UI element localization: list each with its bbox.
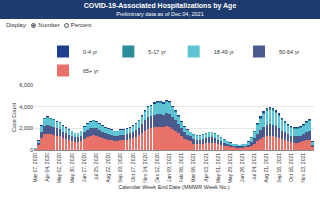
svg-text:Oct 16, 2021: Oct 16, 2021 xyxy=(288,153,294,182)
html-text:Number: Number xyxy=(38,22,60,28)
svg-text:Calendar Week End Date (MMWR W: Calendar Week End Date (MMWR Week No.) xyxy=(118,184,230,190)
html-text:COVID-19-Associated Hospitaliz: COVID-19-Associated Hospitalizations by … xyxy=(83,2,237,9)
svg-text:Apr 03, 2021: Apr 03, 2021 xyxy=(203,153,209,182)
svg-text:Case Count: Case Count xyxy=(11,103,17,133)
svg-text:Nov 14, 2020: Nov 14, 2020 xyxy=(142,153,148,183)
svg-text:Jun 26, 2021: Jun 26, 2021 xyxy=(239,153,245,182)
html-text:Percent: Percent xyxy=(70,22,92,28)
svg-text:Sep 19, 2020: Sep 19, 2020 xyxy=(117,153,123,183)
svg-text:Mar 07, 2020: Mar 07, 2020 xyxy=(32,153,38,183)
svg-text:Jun 27, 2020: Jun 27, 2020 xyxy=(81,153,87,182)
svg-text:2,000: 2,000 xyxy=(19,125,33,131)
svg-text:Apr 04, 2020: Apr 04, 2020 xyxy=(44,153,50,182)
svg-text:6,000: 6,000 xyxy=(19,82,33,88)
svg-text:Jan 09, 2021: Jan 09, 2021 xyxy=(166,153,172,182)
html-text:Preliminary data as of Dec 04,: Preliminary data as of Dec 04, 2021 xyxy=(116,11,204,17)
svg-text:Aug 22, 2020: Aug 22, 2020 xyxy=(105,153,111,183)
svg-text:May 01, 2021: May 01, 2021 xyxy=(215,153,221,184)
svg-text:50-64 yr: 50-64 yr xyxy=(279,49,299,55)
svg-text:Oct 17, 2020: Oct 17, 2020 xyxy=(130,153,136,182)
svg-text:May 30, 2020: May 30, 2020 xyxy=(69,153,75,184)
svg-text:5-17 yr: 5-17 yr xyxy=(148,49,165,55)
svg-text:May 29, 2021: May 29, 2021 xyxy=(227,153,233,184)
svg-text:18-49 yr: 18-49 yr xyxy=(214,49,234,55)
svg-text:Nov 13, 2021: Nov 13, 2021 xyxy=(300,153,306,183)
html-text:Display:: Display: xyxy=(6,22,28,28)
svg-text:Jul 24, 2021: Jul 24, 2021 xyxy=(251,153,257,180)
svg-text:Dec 12, 2020: Dec 12, 2020 xyxy=(154,153,160,183)
svg-text:Sep 18, 2021: Sep 18, 2021 xyxy=(276,153,282,183)
svg-text:4,000: 4,000 xyxy=(19,104,33,110)
svg-text:0: 0 xyxy=(30,147,33,153)
svg-text:May 02, 2020: May 02, 2020 xyxy=(56,153,62,184)
svg-text:0-4 yr: 0-4 yr xyxy=(83,49,97,55)
svg-text:Feb 06, 2021: Feb 06, 2021 xyxy=(178,153,184,183)
svg-text:Jul 25, 2020: Jul 25, 2020 xyxy=(93,153,99,180)
svg-text:Mar 06, 2021: Mar 06, 2021 xyxy=(190,153,196,183)
svg-text:Aug 21, 2021: Aug 21, 2021 xyxy=(263,153,269,183)
svg-text:65+ yr: 65+ yr xyxy=(83,68,99,74)
